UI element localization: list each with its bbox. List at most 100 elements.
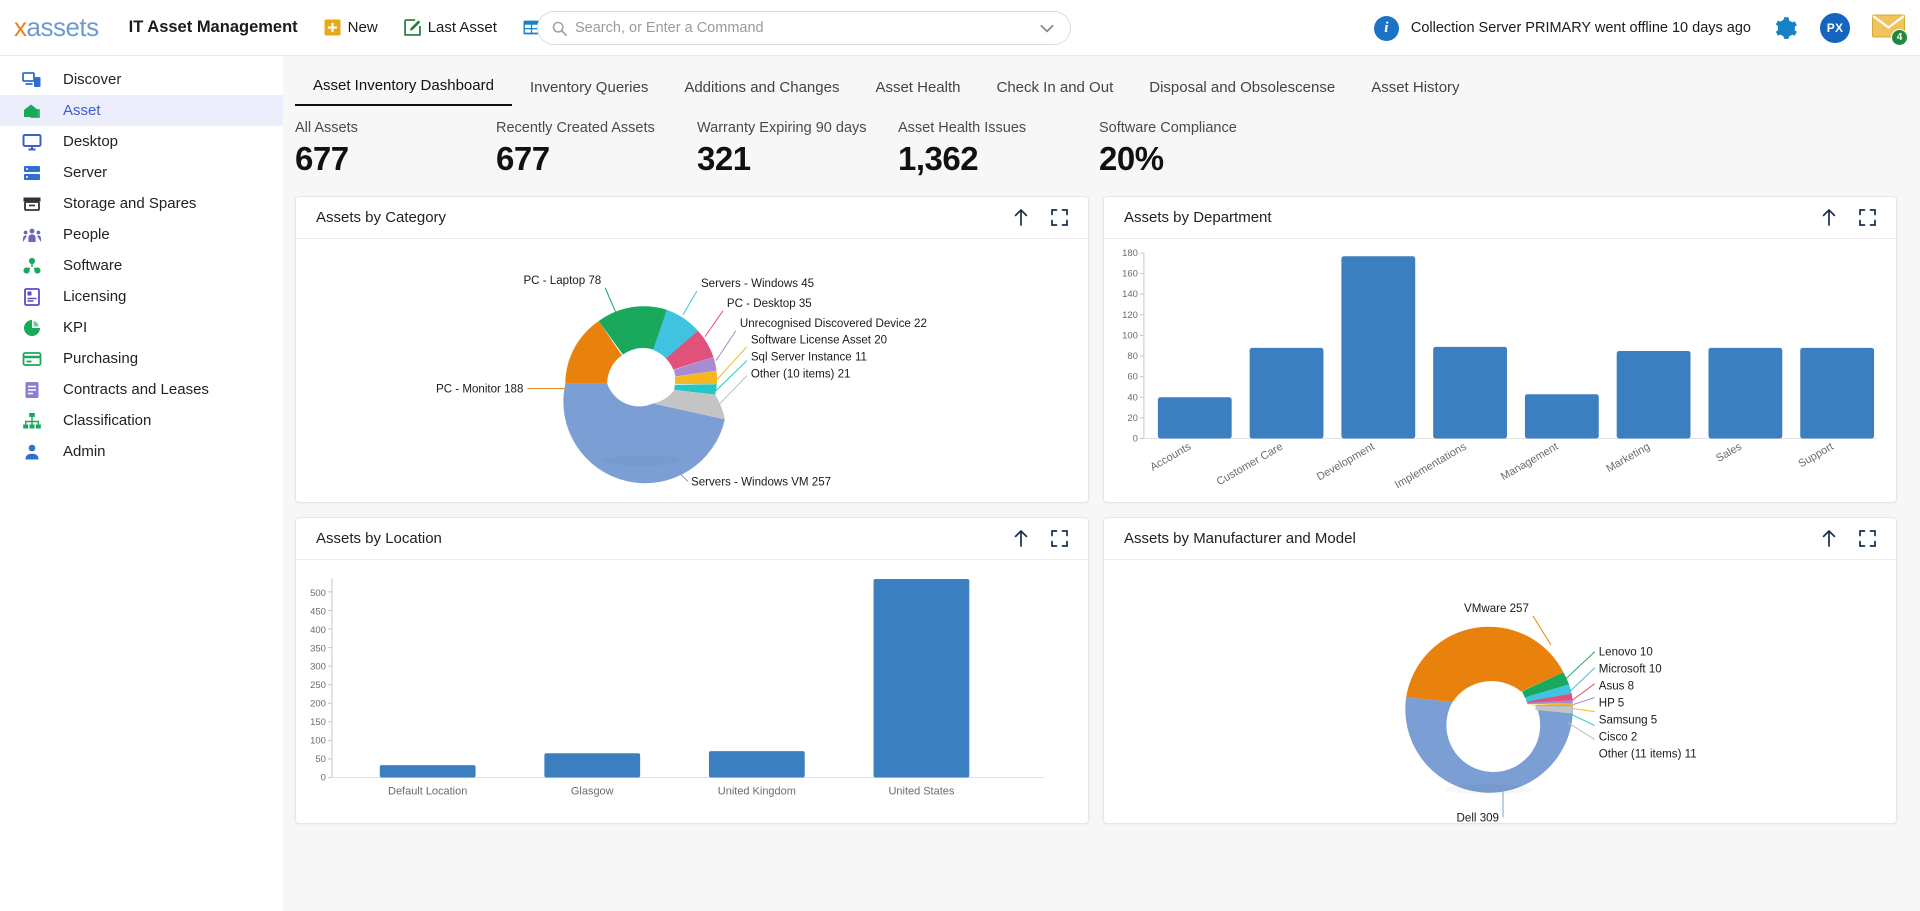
brand-logo[interactable]: xassets [14, 12, 99, 43]
kpi-label: Warranty Expiring 90 days [697, 120, 867, 136]
y-tick: 200 [310, 698, 326, 709]
sidebar-item-server[interactable]: Server [0, 157, 283, 188]
bar-support[interactable] [1800, 347, 1875, 439]
kpi-warranty-expiring-90-days[interactable]: Warranty Expiring 90 days 321 [697, 120, 898, 178]
sidebar-item-label: Server [63, 164, 108, 181]
mail-button[interactable]: 4 [1872, 13, 1908, 46]
purchasing-card-icon [22, 351, 42, 366]
card-actions [1013, 208, 1068, 227]
sidebar-item-kpi[interactable]: KPI [0, 312, 283, 343]
main-content: Asset Inventory Dashboard Inventory Quer… [283, 56, 1920, 911]
slice-samsung [1527, 703, 1573, 706]
card-header: Assets by Manufacturer and Model [1104, 518, 1896, 560]
sidebar-item-discover[interactable]: Discover [0, 64, 283, 95]
bars [1157, 255, 1875, 439]
gear-icon[interactable] [1773, 16, 1798, 41]
expand-icon[interactable] [1859, 208, 1876, 226]
last-asset-button[interactable]: Last Asset [403, 19, 497, 36]
donut-label: Lenovo 10 [1599, 646, 1653, 658]
tab-check-in-and-out[interactable]: Check In and Out [996, 79, 1114, 96]
donut-leader-lines [1502, 615, 1596, 818]
search-bar[interactable] [537, 11, 1071, 45]
bar-implementations[interactable] [1433, 346, 1507, 439]
slice-vmware [1406, 626, 1564, 702]
sidebar-item-label: Software [63, 257, 123, 274]
x-tick: Marketing [1604, 440, 1652, 474]
bar-united-kingdom[interactable] [708, 750, 805, 778]
sidebar-item-desktop[interactable]: Desktop [0, 126, 283, 157]
tab-additions-and-changes[interactable]: Additions and Changes [684, 79, 840, 96]
sidebar-item-purchasing[interactable]: Purchasing [0, 343, 283, 374]
card-title: Assets by Category [316, 208, 447, 226]
kpi-all-assets[interactable]: All Assets 677 [295, 120, 496, 178]
arrow-up-icon[interactable] [1821, 529, 1837, 548]
bar-glasgow[interactable] [544, 752, 641, 778]
card-assets-by-location: Assets by Location 0 50 [295, 517, 1089, 824]
slice-lenovo [1521, 671, 1570, 698]
bar-default-location[interactable] [379, 764, 476, 778]
bar-chart-assets-by-department[interactable]: 0 20 40 60 80 100 120 140 160 180 [1104, 239, 1896, 502]
new-button-label: New [347, 19, 378, 36]
donut-label: PC - Laptop 78 [523, 275, 601, 287]
status-notice[interactable]: i Collection Server PRIMARY went offline… [1373, 15, 1751, 41]
tab-disposal-and-obsolescense[interactable]: Disposal and Obsolescense [1149, 79, 1336, 96]
card-assets-by-category: Assets by Category [295, 196, 1089, 503]
bar-customer-care[interactable] [1249, 347, 1324, 439]
sidebar-item-label: Asset [63, 102, 101, 119]
bar-united-states[interactable] [873, 578, 970, 778]
app-title: IT Asset Management [128, 18, 298, 36]
sidebar-item-label: KPI [63, 319, 88, 336]
expand-icon[interactable] [1051, 529, 1068, 547]
y-tick: 400 [310, 624, 326, 635]
arrow-up-icon[interactable] [1013, 208, 1029, 227]
arrow-up-icon[interactable] [1013, 529, 1029, 548]
donut-chart-assets-by-category[interactable]: PC - Laptop 78 Servers - Windows 45 PC -… [296, 239, 1088, 502]
kpi-asset-health-issues[interactable]: Asset Health Issues 1,362 [898, 120, 1099, 178]
y-tick: 300 [310, 661, 326, 672]
x-tick: United Kingdom [718, 785, 796, 797]
sidebar-item-admin[interactable]: Admin [0, 436, 283, 467]
sidebar-item-storage-and-spares[interactable]: Storage and Spares [0, 188, 283, 219]
kpi-software-compliance[interactable]: Software Compliance 20% [1099, 120, 1300, 178]
bar-development[interactable] [1341, 255, 1416, 439]
bar-chart-assets-by-location[interactable]: 0 50 100 150 200 250 300 350 400 450 500 [296, 560, 1088, 823]
bar-accounts[interactable] [1157, 396, 1232, 439]
slice-asus [1526, 693, 1573, 704]
grid-table-icon [523, 20, 540, 35]
tab-inventory-queries[interactable]: Inventory Queries [529, 79, 649, 96]
card-body: 0 50 100 150 200 250 300 350 400 450 500 [296, 560, 1088, 823]
arrow-up-icon[interactable] [1821, 208, 1837, 227]
expand-icon[interactable] [1859, 529, 1876, 547]
donut-slices [563, 305, 725, 483]
y-tick: 120 [1122, 309, 1138, 320]
x-tick: United States [888, 785, 954, 797]
sidebar-item-classification[interactable]: Classification [0, 405, 283, 436]
tab-asset-history[interactable]: Asset History [1371, 79, 1460, 96]
tab-asset-health[interactable]: Asset Health [875, 79, 961, 96]
y-tick: 100 [1122, 330, 1138, 341]
sidebar-item-asset[interactable]: Asset [0, 95, 283, 126]
new-button[interactable]: New [324, 19, 378, 36]
header-right-cluster: i Collection Server PRIMARY went offline… [1373, 0, 1908, 56]
tab-asset-inventory-dashboard[interactable]: Asset Inventory Dashboard [295, 77, 512, 106]
donut-chart-assets-by-manufacturer[interactable]: VMware 257 Lenovo 10 Microsoft 10 Asus 8… [1104, 560, 1896, 823]
x-tick: Sales [1714, 440, 1744, 464]
slice-other [1535, 705, 1573, 714]
sidebar-item-contracts-and-leases[interactable]: Contracts and Leases [0, 374, 283, 405]
expand-icon[interactable] [1051, 208, 1068, 226]
sidebar-item-software[interactable]: Software [0, 250, 283, 281]
sidebar-item-people[interactable]: People [0, 219, 283, 250]
bars [379, 578, 970, 778]
bar-management[interactable] [1524, 393, 1599, 439]
sidebar: Discover Asset Desktop Server Storage an… [0, 56, 283, 911]
chevron-down-icon[interactable] [1038, 19, 1056, 37]
avatar[interactable]: PX [1820, 13, 1850, 43]
kpi-recently-created-assets[interactable]: Recently Created Assets 677 [496, 120, 697, 178]
donut-label: Other (10 items) 21 [751, 368, 851, 380]
sidebar-item-label: Storage and Spares [63, 195, 197, 212]
search-input[interactable] [575, 20, 1038, 36]
bar-marketing[interactable] [1616, 350, 1691, 439]
bar-sales[interactable] [1708, 347, 1783, 439]
sidebar-item-licensing[interactable]: Licensing [0, 281, 283, 312]
sidebar-item-label: Desktop [63, 133, 119, 150]
